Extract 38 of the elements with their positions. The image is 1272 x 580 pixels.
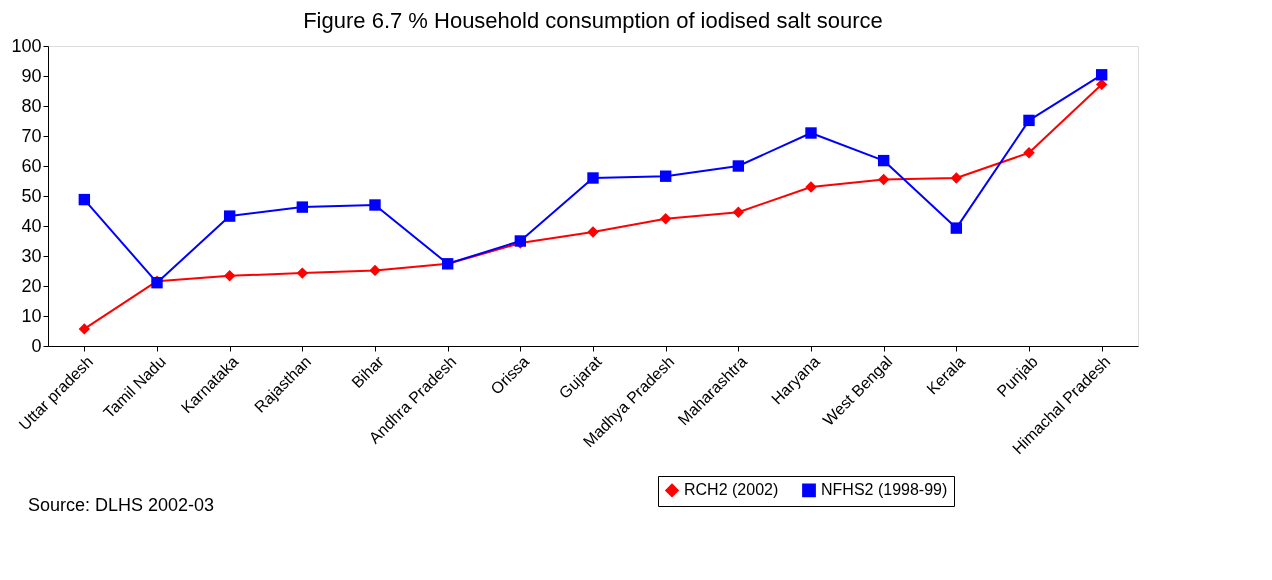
point [732, 206, 745, 218]
y-tick-label: 70 [21, 125, 42, 146]
point [369, 264, 381, 277]
point [659, 213, 672, 225]
point [805, 127, 817, 139]
point [369, 199, 381, 211]
y-tick-label: 20 [21, 275, 42, 296]
point [587, 226, 599, 238]
point [296, 267, 309, 279]
y-tick-label: 50 [21, 185, 42, 206]
point [950, 172, 963, 184]
legend-label: NFHS2 (1998-99) [821, 481, 948, 499]
y-tick-label: 90 [21, 65, 42, 86]
point [877, 173, 890, 186]
y-tick-label: 40 [21, 215, 42, 236]
point [1023, 114, 1035, 127]
y-tick-label: 30 [21, 245, 42, 266]
point [223, 270, 236, 282]
y-tick-label: 100 [11, 35, 42, 56]
legend-label: RCH2 (2002) [684, 481, 779, 499]
point [587, 172, 599, 184]
point [296, 201, 309, 213]
point [732, 160, 745, 172]
y-tick-label: 10 [21, 305, 42, 326]
y-tick-label: 60 [21, 155, 42, 176]
point [1095, 69, 1108, 81]
point [1023, 147, 1035, 159]
point [805, 181, 817, 193]
y-tick-label: 80 [21, 95, 42, 116]
point [78, 323, 91, 335]
point [78, 193, 91, 206]
y-tick-label: 0 [31, 335, 42, 356]
chart-title: Figure 6.7 % Household consumption of iodised salt source [303, 8, 883, 33]
point [223, 210, 236, 222]
source-note: Source: DLHS 2002-03 [28, 495, 215, 515]
point [950, 222, 963, 234]
point [659, 170, 672, 182]
point [877, 154, 890, 167]
